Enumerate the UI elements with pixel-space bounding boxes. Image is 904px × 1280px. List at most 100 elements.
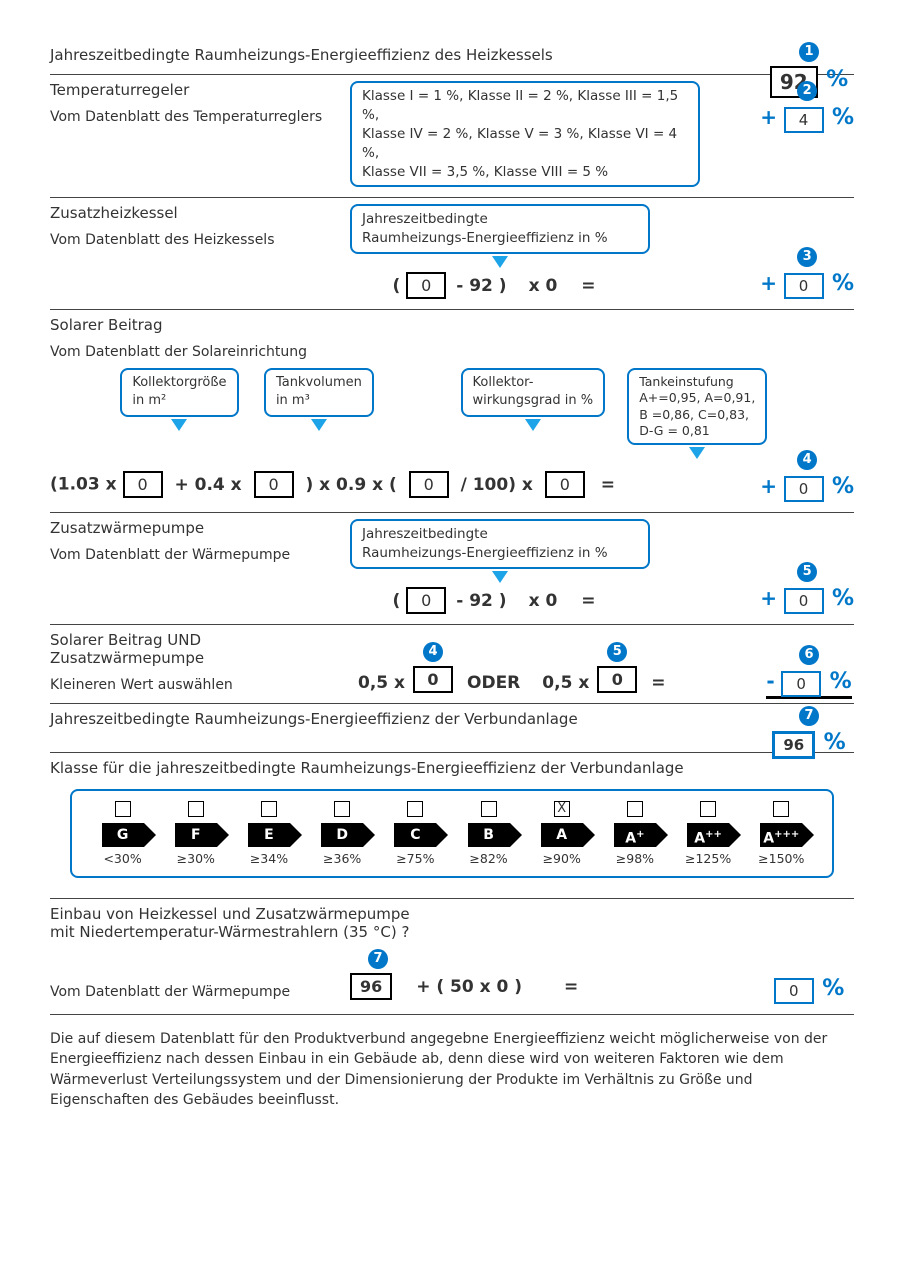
subtitle: Vom Datenblatt des Heizkessels [50, 232, 350, 248]
class-checkbox [700, 801, 716, 817]
pct: % [824, 730, 846, 755]
class-scale: G<30%F≥30%E≥34%D≥36%C≥75%B≥82%XA≥90%A+≥9… [70, 789, 834, 878]
badge-ref-5: 5 [607, 642, 627, 662]
title: Jahreszeitbedingte Raumheizungs-Energiee… [50, 46, 854, 64]
value-3: 0 [784, 273, 824, 299]
title: Solarer Beitrag UND Zusatzwärmepumpe [50, 631, 350, 667]
section-system-efficiency: Jahreszeitbedingte Raumheizungs-Energiee… [50, 704, 854, 753]
result-9: 0 % [764, 976, 854, 1004]
title: Jahreszeitbedingte Raumheizungs-Energiee… [50, 710, 854, 728]
badge-1: 1 [799, 42, 819, 62]
result-6: 6 - 0 % [764, 645, 854, 697]
callout-collector-eff: Kollektor- wirkungsgrad in % [461, 368, 606, 416]
class-threshold: ≥75% [384, 851, 446, 866]
pct: % [832, 105, 854, 130]
callout-eff: Jahreszeitbedingte Raumheizungs-Energiee… [350, 519, 650, 569]
class-threshold: ≥125% [677, 851, 739, 866]
title: Zusatzheizkessel [50, 204, 350, 222]
class-arrow: E [248, 823, 290, 847]
pct: % [832, 474, 854, 499]
arrow-down-icon [492, 571, 508, 583]
value-5: 0 [784, 588, 824, 614]
title: Zusatzwärmepumpe [50, 519, 350, 537]
callout-collector-size: Kollektorgröße in m² [120, 368, 238, 416]
arrow-down-icon [311, 419, 327, 431]
class-checkbox [261, 801, 277, 817]
solar-v2: 0 [254, 471, 294, 498]
callout-tank-volume: Tankvolumen in m³ [264, 368, 374, 416]
op-minus: - [766, 669, 774, 693]
s6-v1: 0 [413, 666, 453, 693]
pct: % [832, 271, 854, 296]
class-column: D ≥36% [311, 801, 373, 866]
class-arrow: D [321, 823, 363, 847]
badge-3: 3 [797, 247, 817, 267]
class-threshold: ≥36% [311, 851, 373, 866]
subtitle: Vom Datenblatt des Temperaturreglers [50, 109, 350, 125]
callout-eff: Jahreszeitbedingte Raumheizungs-Energiee… [350, 204, 650, 254]
class-column: A+≥98% [604, 801, 666, 866]
badge-2: 2 [797, 81, 817, 101]
class-threshold: ≥34% [238, 851, 300, 866]
class-threshold: ≥30% [165, 851, 227, 866]
badge-ref-7: 7 [368, 949, 388, 969]
class-column: A++≥125% [677, 801, 739, 866]
class-threshold: ≥90% [531, 851, 593, 866]
result-4: 4 + 0 % [760, 450, 854, 502]
badge-5: 5 [797, 562, 817, 582]
pct: % [832, 586, 854, 611]
arrow-down-icon [492, 256, 508, 268]
class-column: A+++≥150% [750, 801, 812, 866]
class-arrow: A+ [614, 823, 656, 847]
s9-v1: 96 [350, 973, 392, 1000]
class-arrow: B [468, 823, 510, 847]
value-2: 4 [784, 107, 824, 133]
q1: Einbau von Heizkessel und Zusatzwärmepum… [50, 905, 854, 923]
value-9: 0 [774, 978, 814, 1004]
result-5: 5 + 0 % [760, 562, 854, 614]
section-low-temp: Einbau von Heizkessel und Zusatzwärmepum… [50, 899, 854, 1015]
op-plus: + [760, 586, 777, 610]
value-6: 0 [781, 671, 821, 697]
s6-v2: 0 [597, 666, 637, 693]
class-column: G <30% [92, 801, 154, 866]
callout-tank-class: Tankeinstufung A+=0,95, A=0,91, B =0,86,… [627, 368, 767, 445]
class-column: B ≥82% [458, 801, 520, 866]
class-threshold: <30% [92, 851, 154, 866]
title: Solarer Beitrag [50, 316, 854, 334]
title: Temperaturregeler [50, 81, 350, 99]
arrow-down-icon [689, 447, 705, 459]
class-arrow: F [175, 823, 217, 847]
subtitle: Vom Datenblatt der Solareinrichtung [50, 344, 854, 360]
solar-v3: 0 [409, 471, 449, 498]
class-column: E ≥34% [238, 801, 300, 866]
class-column: XA≥90% [531, 801, 593, 866]
badge-4: 4 [797, 450, 817, 470]
class-checkbox [481, 801, 497, 817]
eq-input: 0 [406, 587, 446, 614]
pct: % [830, 669, 852, 694]
arrow-down-icon [171, 419, 187, 431]
class-arrow: G [102, 823, 144, 847]
op-plus: + [760, 474, 777, 498]
subtitle: Vom Datenblatt der Wärmepumpe [50, 547, 350, 563]
section-solar: Solarer Beitrag Vom Datenblatt der Solar… [50, 310, 854, 513]
subtitle: Kleineren Wert auswählen [50, 677, 350, 693]
solar-v4: 0 [545, 471, 585, 498]
class-arrow: A+++ [760, 823, 802, 847]
class-checkbox [773, 801, 789, 817]
section-temp-control: Temperaturregeler Vom Datenblatt des Tem… [50, 75, 854, 198]
result-2: 2 + 4 % [760, 81, 854, 133]
section-class: Klasse für die jahreszeitbedingte Raumhe… [50, 753, 854, 899]
callout-classes: Klasse I = 1 %, Klasse II = 2 %, Klasse … [350, 81, 700, 187]
class-arrow: C [394, 823, 436, 847]
result-3: 3 + 0 % [760, 247, 854, 299]
section-heatpump: Zusatzwärmepumpe Vom Datenblatt der Wärm… [50, 513, 854, 625]
op-plus: + [760, 105, 777, 129]
equation: ( 0 - 92 ) x 0 = [350, 587, 650, 614]
class-threshold: ≥82% [458, 851, 520, 866]
class-checkbox: X [554, 801, 570, 817]
badge-7: 7 [799, 706, 819, 726]
class-checkbox [407, 801, 423, 817]
pct: % [822, 976, 844, 1001]
